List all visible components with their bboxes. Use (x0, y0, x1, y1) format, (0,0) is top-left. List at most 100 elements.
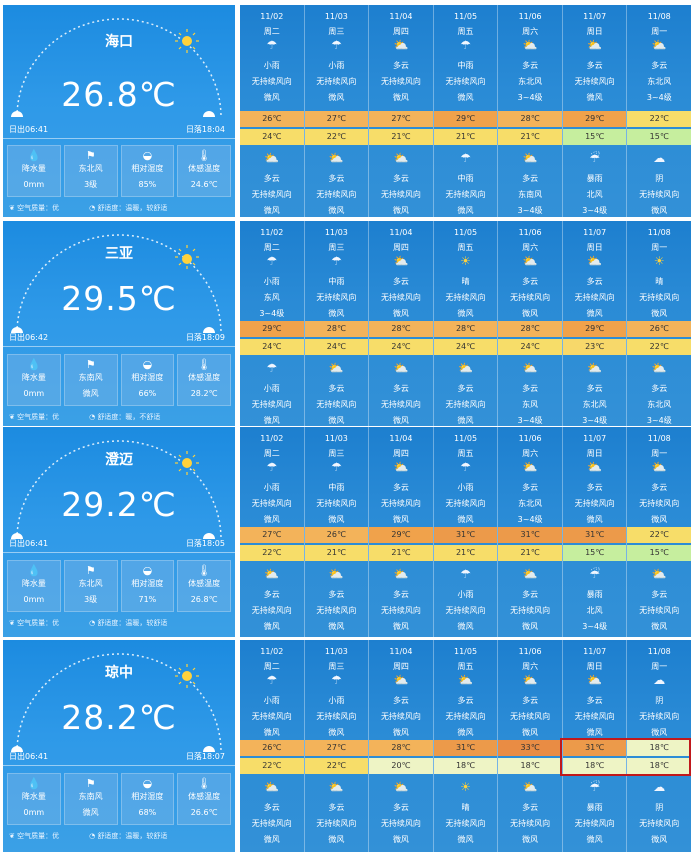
night-wind-level: 3~4级 (582, 206, 608, 215)
heavy-rain-icon: ☔ (589, 780, 601, 794)
low-temp: 23℃ (562, 339, 627, 355)
current-temperature: 29.2℃ (61, 485, 177, 524)
sun-icon (175, 664, 199, 688)
day-wind-level: 微风 (328, 309, 345, 318)
night-wind-level: 3~4级 (582, 622, 608, 631)
current-weather-card: 海口 26.8℃ 日出06:41 日落18:04 💧 降水量 0mm ⚑ 东北风… (3, 5, 235, 217)
night-weather: 多云 (586, 384, 603, 393)
forecast-day: 11/02 周二 ☂ 小雨 无持续风向 微风 27℃ 22℃ ⛅ 多云 无持续风… (240, 427, 305, 637)
night-weather: 暴雨 (586, 803, 603, 812)
stat-box: 💧 降水量 0mm (7, 145, 61, 197)
forecast-weekday: 周二 (263, 243, 280, 252)
sun-cloud-icon: ⛅ (651, 38, 667, 52)
night-weather: 多云 (328, 590, 345, 599)
day-wind: 无持续风向 (380, 499, 421, 508)
forecast-date: 11/08 (647, 647, 671, 656)
sun-cloud-icon: ⛅ (328, 567, 344, 581)
forecast-date: 11/03 (324, 12, 348, 21)
forecast-date: 11/06 (518, 228, 542, 237)
day-weather: 多云 (586, 696, 603, 705)
day-wind: 无持续风向 (445, 77, 486, 86)
sun-cloud-icon: ⛅ (458, 361, 473, 375)
day-wind: 无持续风向 (445, 293, 486, 302)
current-temperature: 26.8℃ (61, 75, 177, 114)
low-temp: 22℃ (240, 758, 304, 774)
air-comfort-line: ❦ 空气质量：优 ◔ 舒适度：温暖，较舒适 (9, 203, 167, 213)
sun-path-arc (11, 653, 222, 753)
day-weather: 多云 (651, 483, 668, 492)
forecast-date: 11/02 (260, 228, 284, 237)
cloud-rain-icon: ☂ (266, 673, 278, 687)
stat-label: 体感温度 (188, 792, 221, 801)
sun-icon (175, 29, 199, 53)
day-weather: 多云 (392, 696, 409, 705)
stat-label: 体感温度 (188, 164, 221, 173)
night-wind-level: 3~4级 (517, 416, 543, 425)
day-wind-level: 微风 (392, 93, 409, 102)
highlight-box (560, 738, 691, 776)
day-weather: 多云 (651, 61, 668, 70)
day-wind: 无持续风向 (316, 499, 357, 508)
forecast-table: 11/02 周二 ☂ 小雨 无持续风向 微风 27℃ 22℃ ⛅ 多云 无持续风… (240, 427, 691, 637)
high-temp: 27℃ (369, 111, 433, 127)
cloud-rain-icon: ☂ (460, 567, 471, 581)
high-temp: 31℃ (562, 527, 627, 543)
low-temp: 18℃ (498, 758, 562, 774)
city-name: 琼中 (105, 665, 133, 681)
forecast-weekday: 周二 (263, 449, 280, 458)
high-temp: 31℃ (562, 740, 627, 756)
forecast-date: 11/07 (583, 12, 607, 21)
high-temp: 28℃ (433, 321, 498, 337)
sun-cloud-icon: ⛅ (651, 567, 667, 581)
day-wind: 无持续风向 (574, 499, 615, 508)
stat-label: 东北风 (78, 579, 103, 588)
stat-value: 微风 (82, 808, 99, 817)
stat-box: 💧 降水量 0mm (7, 560, 61, 612)
low-temp: 15℃ (562, 129, 627, 145)
sun-cloud-icon: ⛅ (587, 673, 603, 687)
night-wind: 无持续风向 (510, 819, 551, 828)
comfort-index: 舒适度：温暖，较舒适 (97, 832, 168, 840)
stat-label: 体感温度 (188, 373, 221, 382)
day-wind: 无持续风向 (251, 712, 292, 721)
air-quality: 空气质量：优 (17, 413, 60, 421)
sun-cloud-icon: ⛅ (522, 460, 538, 474)
day-wind: 东风 (263, 293, 280, 302)
night-wind: 东北风 (647, 400, 672, 409)
wind-icon: ⚑ (85, 564, 96, 577)
day-weather: 多云 (522, 483, 539, 492)
low-temp: 21℃ (498, 545, 562, 561)
stat-value: 3级 (84, 595, 98, 604)
night-wind-level: 微风 (263, 835, 280, 844)
day-weather: 小雨 (263, 277, 280, 286)
stat-box: ⚑ 东北风 3级 (63, 145, 118, 197)
cloud-rain-icon: ☂ (266, 460, 278, 474)
stat-value: 26.8℃ (190, 595, 218, 604)
high-temp: 26℃ (240, 111, 304, 127)
stat-label: 东北风 (78, 164, 103, 173)
forecast-date: 11/08 (647, 434, 671, 443)
forecast-weekday: 周一 (651, 662, 668, 671)
forecast-date: 11/02 (260, 12, 284, 21)
comfort-index: 舒适度：温暖，较舒适 (97, 204, 168, 212)
forecast-weekday: 周一 (651, 243, 668, 252)
day-wind-level: 微风 (328, 515, 345, 524)
rain-icon: 💧 (27, 564, 41, 577)
day-wind: 无持续风向 (316, 293, 357, 302)
high-temp: 27℃ (304, 740, 369, 756)
day-wind-level: 微风 (457, 515, 474, 524)
night-weather: 小雨 (263, 384, 280, 393)
night-wind: 无持续风向 (639, 190, 680, 199)
day-wind: 无持续风向 (574, 293, 615, 302)
air-quality: 空气质量：优 (17, 204, 60, 212)
low-temp: 22℃ (304, 129, 369, 145)
high-temp: 27℃ (240, 527, 304, 543)
low-temp: 20℃ (369, 758, 433, 774)
stat-box: ⚑ 东北风 3级 (63, 560, 118, 612)
night-weather: 多云 (392, 590, 409, 599)
leaf-icon: ❦ (9, 832, 18, 840)
forecast-date: 11/06 (518, 12, 542, 21)
sun-cloud-icon: ⛅ (393, 460, 409, 474)
day-weather: 小雨 (328, 61, 345, 70)
night-wind-level: 微风 (392, 835, 409, 844)
